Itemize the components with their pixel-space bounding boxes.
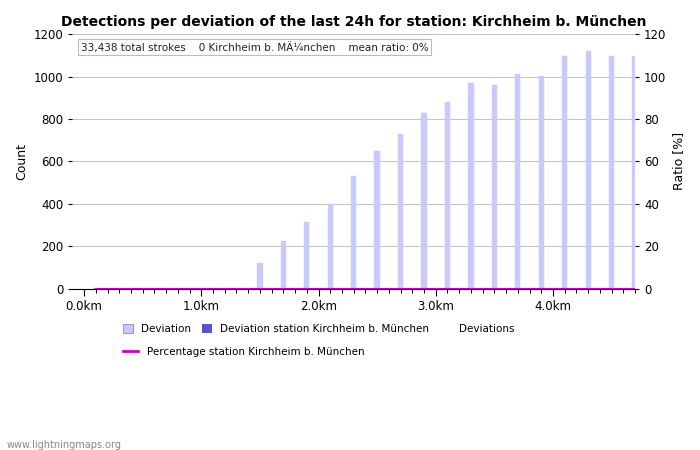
Bar bbox=[398, 134, 403, 288]
Bar bbox=[538, 76, 544, 288]
Bar bbox=[656, 64, 661, 288]
Bar bbox=[328, 204, 333, 288]
Title: Detections per deviation of the last 24h for station: Kirchheim b. München: Detections per deviation of the last 24h… bbox=[61, 15, 646, 29]
Bar bbox=[468, 83, 474, 288]
Bar bbox=[351, 176, 356, 288]
Bar bbox=[491, 85, 497, 288]
Bar bbox=[258, 263, 262, 288]
Bar bbox=[679, 76, 685, 288]
Text: www.lightningmaps.org: www.lightningmaps.org bbox=[7, 440, 122, 450]
Legend: Percentage station Kirchheim b. München: Percentage station Kirchheim b. München bbox=[122, 347, 364, 357]
Y-axis label: Count: Count bbox=[15, 143, 28, 180]
Bar bbox=[421, 112, 427, 288]
Bar bbox=[374, 151, 380, 288]
Bar bbox=[632, 55, 638, 288]
Bar bbox=[562, 55, 567, 288]
Bar bbox=[585, 51, 591, 288]
Bar bbox=[609, 55, 614, 288]
Bar bbox=[444, 102, 450, 288]
Bar bbox=[281, 241, 286, 288]
Bar bbox=[304, 222, 309, 288]
Bar bbox=[515, 73, 520, 288]
Y-axis label: Ratio [%]: Ratio [%] bbox=[672, 132, 685, 190]
Text: 33,438 total strokes    0 Kirchheim b. MÄ¼nchen    mean ratio: 0%: 33,438 total strokes 0 Kirchheim b. MÄ¼n… bbox=[80, 42, 428, 53]
